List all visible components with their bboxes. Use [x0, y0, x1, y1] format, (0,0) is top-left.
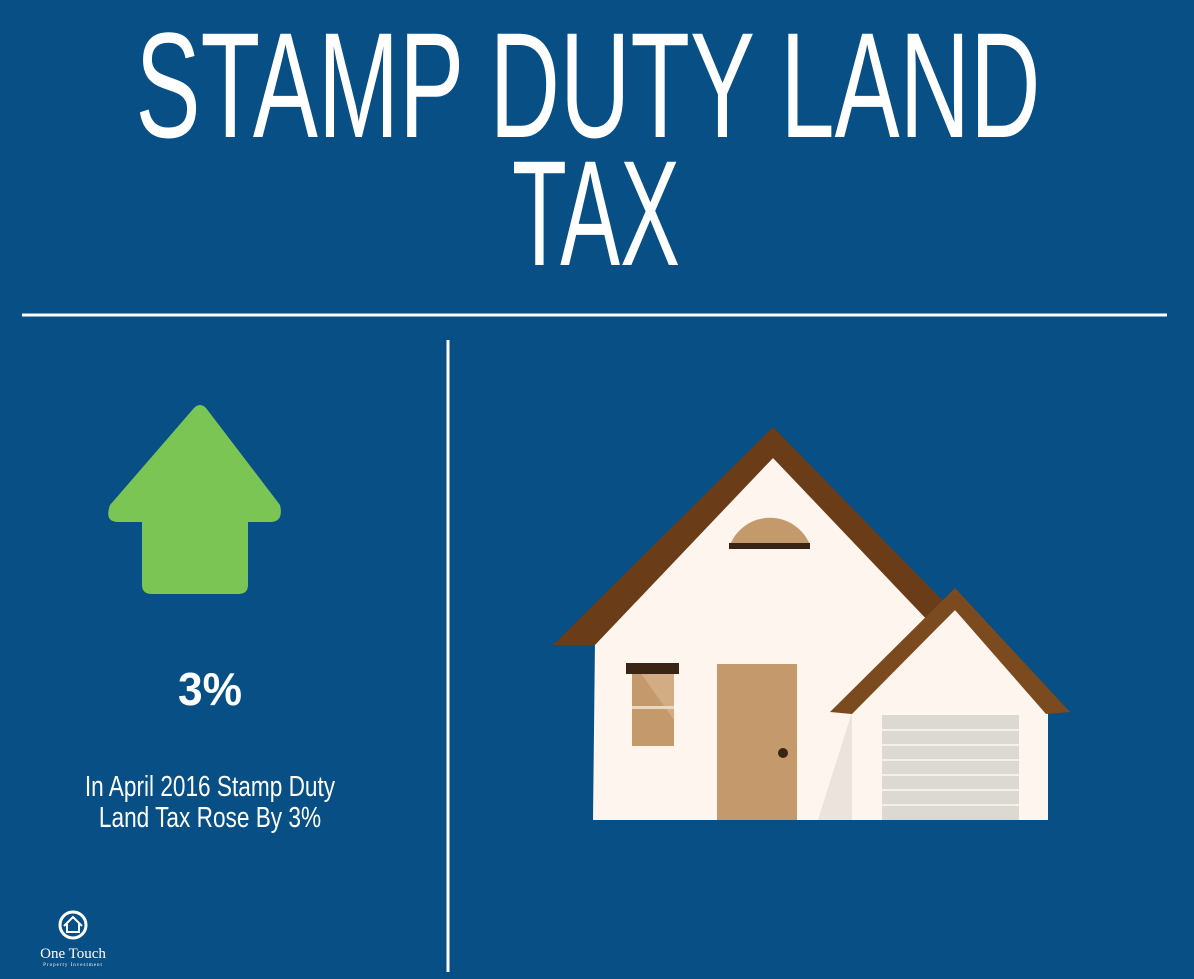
title-line: STAMP DUTY LAND — [136, 1, 1041, 169]
title-line: TAX — [512, 129, 680, 297]
stat-caption: In April 2016 Stamp Duty Land Tax Rose B… — [84, 771, 336, 834]
logo-icon — [63, 915, 83, 933]
logo-tagline: Property Investment — [43, 963, 103, 968]
house-illustration — [553, 427, 1070, 820]
logo-name: One Touch — [40, 946, 106, 962]
stat-value: 3% — [178, 663, 242, 715]
up-arrow — [108, 405, 281, 594]
logo-icon — [58, 910, 88, 940]
